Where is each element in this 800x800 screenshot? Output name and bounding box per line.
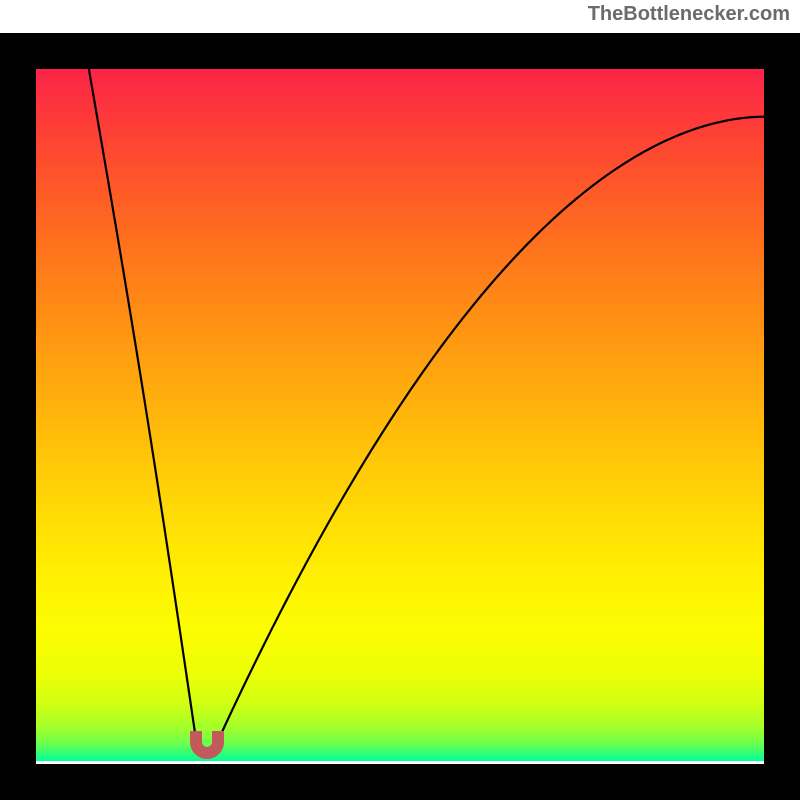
chart-root: TheBottlenecker.com xyxy=(0,0,800,800)
plot-outer-border xyxy=(0,33,800,800)
watermark-text: TheBottlenecker.com xyxy=(588,3,790,26)
